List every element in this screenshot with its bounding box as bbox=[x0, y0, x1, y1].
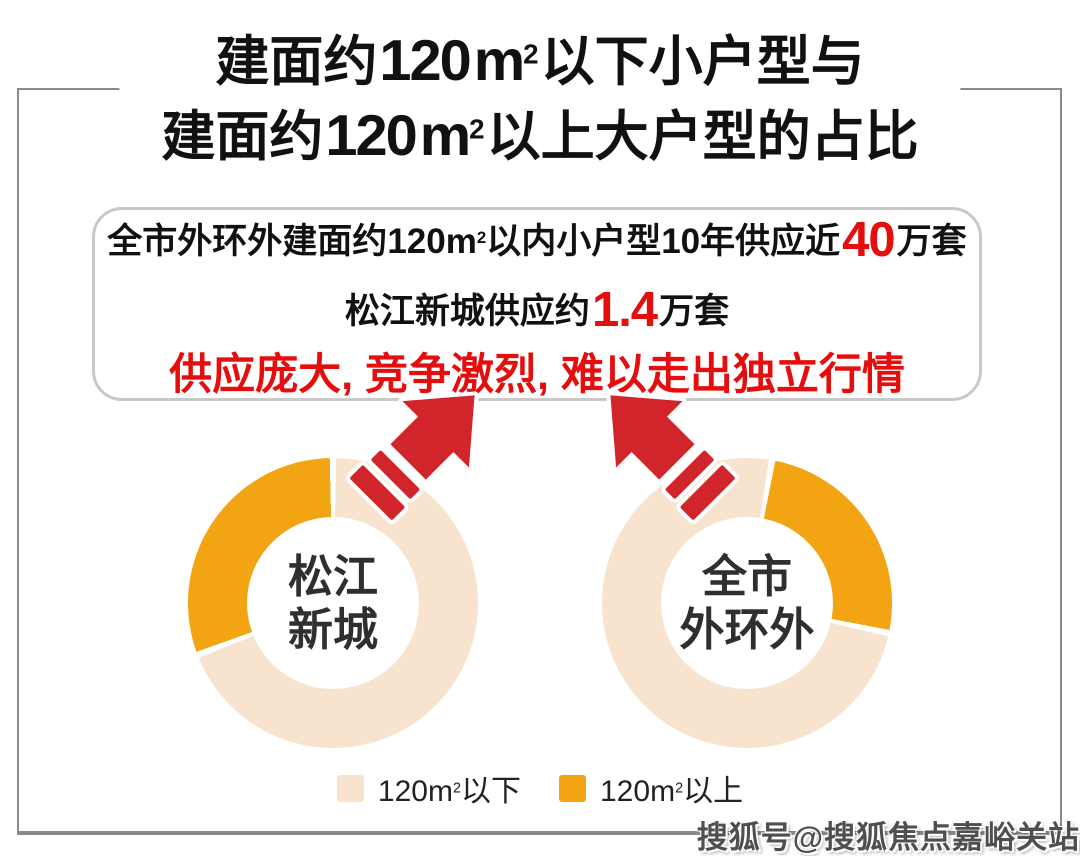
page-title: 建面约120m2以下小户型与 建面约120m2以上大户型的占比 bbox=[119, 24, 961, 175]
title-line-2: 建面约120m2以上大户型的占比 bbox=[161, 99, 918, 174]
donut-chart-songjiang: 松江 新城 bbox=[188, 458, 478, 748]
donut-chart-citywide: 全市 外环外 bbox=[602, 458, 892, 748]
callout-warning-line: 供应庞大, 竞争激烈, 难以走出独立行情 bbox=[169, 350, 905, 399]
donut-hole bbox=[661, 517, 833, 689]
donut-hole bbox=[247, 517, 419, 689]
area-number: 120 bbox=[379, 29, 471, 93]
highlight-value-40: 40 bbox=[842, 213, 896, 268]
summary-callout-box: 全市外环外建面约120m2以内小户型10年供应近40万套 松江新城供应约1.4万… bbox=[92, 207, 982, 401]
title-text: 以上大户型的占比 bbox=[486, 107, 919, 168]
donut-label-songjiang: 松江 新城 bbox=[287, 550, 378, 655]
up-left-arrow-icon bbox=[606, 391, 739, 524]
legend-item-under-120: 120m2以下 bbox=[336, 766, 521, 810]
sqm-unit: m2 bbox=[650, 775, 684, 808]
callout-line-1: 全市外环外建面约120m2以内小户型10年供应近40万套 bbox=[107, 213, 967, 268]
sqm-unit: m2 bbox=[427, 775, 461, 808]
title-text: 建面约 bbox=[215, 32, 378, 92]
sqm-unit: m2 bbox=[473, 29, 539, 93]
legend-swatch-orange bbox=[559, 774, 586, 802]
title-line-1: 建面约120m2以下小户型与 bbox=[161, 24, 918, 99]
legend-item-over-120: 120m2以上 bbox=[559, 766, 743, 810]
area-number: 120 bbox=[325, 104, 417, 169]
highlight-value-1-4: 1.4 bbox=[591, 282, 658, 337]
title-text: 建面约 bbox=[161, 107, 324, 168]
up-right-arrow-icon bbox=[346, 391, 479, 524]
sqm-unit: m2 bbox=[445, 222, 487, 262]
legend-swatch-beige bbox=[336, 774, 364, 802]
outer-frame bbox=[17, 88, 1062, 835]
title-text: 以下小户型与 bbox=[540, 32, 865, 92]
chart-legend: 120m2以下 120m2以上 bbox=[0, 766, 1080, 810]
donut-label-citywide: 全市 外环外 bbox=[679, 550, 815, 655]
sqm-unit: m2 bbox=[419, 104, 485, 169]
callout-line-2: 松江新城供应约1.4万套 bbox=[344, 282, 730, 337]
watermark: 搜狐号@搜狐焦点嘉峪关站 bbox=[696, 820, 1080, 855]
